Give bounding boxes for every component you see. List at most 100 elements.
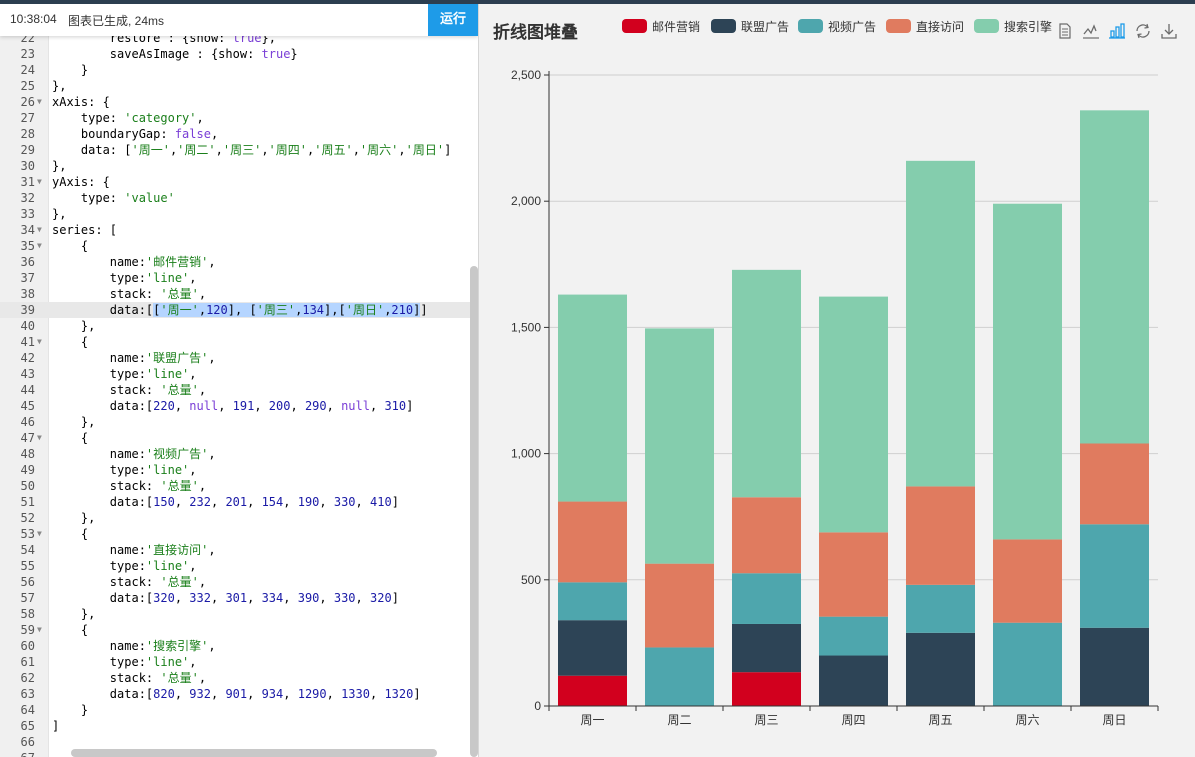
code-token: } [52, 63, 89, 77]
line-chart-icon[interactable] [1082, 22, 1100, 40]
code-line[interactable]: 50 stack: '总量', [0, 478, 478, 494]
code-line[interactable]: 38 stack: '总量', [0, 286, 478, 302]
line-number: 55 [20, 559, 35, 573]
line-number: 29 [20, 143, 35, 157]
code-line[interactable]: 32 type: 'value' [0, 190, 478, 206]
code-text: data:[['周一',120], ['周三',134],['周日',210]] [52, 302, 428, 318]
code-line[interactable]: 33}, [0, 206, 478, 222]
code-token: false [174, 127, 211, 141]
code-line[interactable]: 42 name:'联盟广告', [0, 350, 478, 366]
bar-segment [819, 532, 888, 617]
x-tick-label: 周五 [928, 713, 952, 727]
code-token: 410 [370, 495, 392, 509]
code-line[interactable]: 66 [0, 734, 478, 750]
code-line[interactable]: 24 } [0, 62, 478, 78]
data-view-icon[interactable] [1056, 22, 1074, 40]
code-line[interactable]: 36 name:'邮件营销', [0, 254, 478, 270]
code-line[interactable]: 45 data:[220, null, 191, 200, 290, null,… [0, 398, 478, 414]
code-line[interactable]: 58 }, [0, 606, 478, 622]
fold-arrow-icon[interactable]: ▼ [37, 225, 42, 234]
code-line[interactable]: 30}, [0, 158, 478, 174]
code-line[interactable]: 48 name:'视频广告', [0, 446, 478, 462]
bar-segment [645, 647, 714, 706]
code-line[interactable]: 44 stack: '总量', [0, 382, 478, 398]
code-token: , [174, 687, 190, 701]
code-line[interactable]: 28 boundaryGap: false, [0, 126, 478, 142]
line-number: 25 [20, 79, 35, 93]
line-number: 57 [20, 591, 35, 605]
code-line[interactable]: 60 name:'搜索引擎', [0, 638, 478, 654]
fold-arrow-icon[interactable]: ▼ [37, 529, 42, 538]
code-line[interactable]: 63 data:[820, 932, 901, 934, 1290, 1330,… [0, 686, 478, 702]
line-number: 67 [0, 750, 35, 757]
restore-icon[interactable] [1134, 22, 1152, 40]
code-token: ] [52, 719, 60, 733]
code-area[interactable]: 22 restore : {show: true}, 23 saveAsImage… [0, 30, 478, 757]
code-line[interactable]: 64 } [0, 702, 478, 718]
code-line[interactable]: 57 data:[320, 332, 301, 334, 390, 330, 3… [0, 590, 478, 606]
save-image-icon[interactable] [1160, 22, 1178, 40]
vertical-scrollbar[interactable] [470, 266, 478, 757]
code-line[interactable]: 59 ▼ { [0, 622, 478, 638]
code-line[interactable]: 34 ▼ series: [ [0, 222, 478, 238]
code-line[interactable]: 29 data: ['周一','周二','周三','周四','周五','周六',… [0, 142, 478, 158]
code-token: , [208, 447, 216, 461]
code-text: data:[150, 232, 201, 154, 190, 330, 410] [52, 494, 399, 510]
code-text: }, [52, 318, 95, 334]
code-line[interactable]: 62 stack: '总量', [0, 670, 478, 686]
code-line[interactable]: 35 ▼ { [0, 238, 478, 254]
code-line[interactable]: 56 stack: '总量', [0, 574, 478, 590]
code-token: stack: [52, 575, 161, 589]
code-line[interactable]: 40 }, [0, 318, 478, 334]
legend-label: 视频广告 [828, 20, 877, 34]
code-line[interactable]: 47 ▼ { [0, 430, 478, 446]
code-token: , [210, 591, 226, 605]
code-token: '周五' [314, 143, 353, 157]
code-line[interactable]: 43 type:'line', [0, 366, 478, 382]
code-line[interactable]: 23 saveAsImage : {show: true} [0, 46, 478, 62]
code-token: , [208, 639, 216, 653]
bar-chart-icon[interactable] [1108, 22, 1126, 40]
code-line[interactable]: 41 ▼ { [0, 334, 478, 350]
code-token: '邮件营销' [145, 255, 209, 269]
code-line[interactable]: 61 type:'line', [0, 654, 478, 670]
line-number: 66 [20, 735, 35, 749]
code-token: true [261, 47, 291, 61]
horizontal-scrollbar[interactable] [71, 749, 437, 757]
code-line[interactable]: 26 ▼ xAxis: { [0, 94, 478, 110]
code-editor-panel[interactable]: 22 restore : {show: true}, 23 saveAsImage… [0, 4, 479, 757]
run-button[interactable]: 运行 [428, 4, 478, 36]
code-line[interactable]: 54 name:'直接访问', [0, 542, 478, 558]
code-token: '联盟广告' [145, 351, 209, 365]
code-line[interactable]: 53 ▼ { [0, 526, 478, 542]
code-token: }, [52, 159, 67, 173]
fold-arrow-icon[interactable]: ▼ [37, 177, 42, 186]
code-line[interactable]: 37 type:'line', [0, 270, 478, 286]
fold-arrow-icon[interactable]: ▼ [37, 337, 42, 346]
code-text: name:'联盟广告', [52, 350, 216, 366]
code-line[interactable]: 65] [0, 718, 478, 734]
fold-arrow-icon[interactable]: ▼ [37, 97, 42, 106]
fold-arrow-icon[interactable]: ▼ [37, 433, 42, 442]
code-line[interactable]: 39 data:[['周一',120], ['周三',134],['周日',21… [0, 302, 478, 318]
code-token: { [52, 623, 89, 637]
code-line[interactable]: 52 }, [0, 510, 478, 526]
fold-arrow-icon[interactable]: ▼ [37, 241, 42, 250]
code-line[interactable]: 25}, [0, 78, 478, 94]
x-tick-label: 周一 [580, 713, 604, 727]
fold-arrow-icon[interactable]: ▼ [37, 625, 42, 634]
line-number: 59 [20, 623, 35, 637]
code-line[interactable]: 55 type:'line', [0, 558, 478, 574]
code-token: , [189, 271, 197, 285]
code-line[interactable]: 27 type: 'category', [0, 110, 478, 126]
code-token: 334 [261, 591, 284, 605]
code-line[interactable]: 31 ▼ yAxis: { [0, 174, 478, 190]
code-token: , [198, 479, 207, 493]
code-line[interactable]: 49 type:'line', [0, 462, 478, 478]
code-token: 290 [304, 399, 327, 413]
code-line[interactable]: 51 data:[150, 232, 201, 154, 190, 330, 4… [0, 494, 478, 510]
code-text: { [52, 334, 88, 350]
code-text: data: ['周一','周二','周三','周四','周五','周六','周日… [52, 142, 451, 158]
code-line[interactable]: 46 }, [0, 414, 478, 430]
code-line[interactable]: 67 [0, 750, 478, 757]
